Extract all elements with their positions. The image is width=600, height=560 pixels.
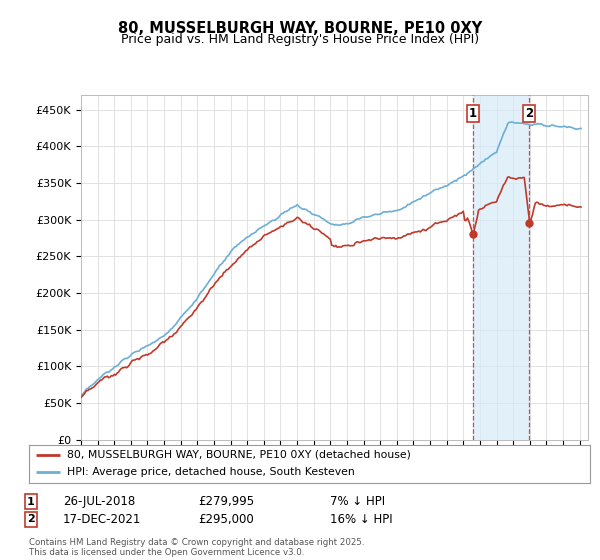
Text: 16% ↓ HPI: 16% ↓ HPI bbox=[330, 512, 392, 526]
Text: 1: 1 bbox=[27, 497, 35, 507]
Bar bbox=[473, 95, 529, 440]
Text: Contains HM Land Registry data © Crown copyright and database right 2025.
This d: Contains HM Land Registry data © Crown c… bbox=[29, 538, 364, 557]
Text: 1: 1 bbox=[469, 107, 477, 120]
Text: £295,000: £295,000 bbox=[198, 512, 254, 526]
Text: 7% ↓ HPI: 7% ↓ HPI bbox=[330, 495, 385, 508]
Text: 2: 2 bbox=[525, 107, 533, 120]
Text: £279,995: £279,995 bbox=[198, 495, 254, 508]
Text: 2: 2 bbox=[27, 514, 35, 524]
Text: 26-JUL-2018: 26-JUL-2018 bbox=[63, 495, 135, 508]
Text: 80, MUSSELBURGH WAY, BOURNE, PE10 0XY: 80, MUSSELBURGH WAY, BOURNE, PE10 0XY bbox=[118, 21, 482, 36]
Text: 17-DEC-2021: 17-DEC-2021 bbox=[63, 512, 142, 526]
Text: 80, MUSSELBURGH WAY, BOURNE, PE10 0XY (detached house): 80, MUSSELBURGH WAY, BOURNE, PE10 0XY (d… bbox=[67, 450, 411, 460]
Text: HPI: Average price, detached house, South Kesteven: HPI: Average price, detached house, Sout… bbox=[67, 468, 355, 478]
Text: Price paid vs. HM Land Registry's House Price Index (HPI): Price paid vs. HM Land Registry's House … bbox=[121, 33, 479, 46]
